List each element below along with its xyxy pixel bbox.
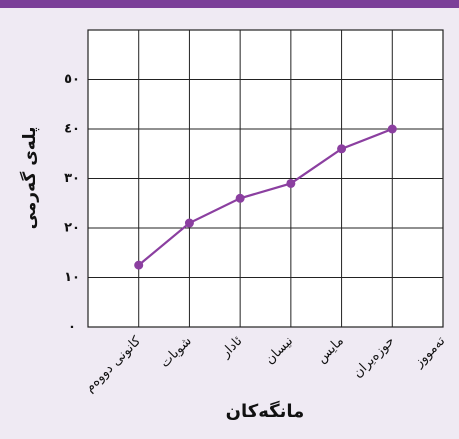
x-tick-label: مایس — [314, 334, 347, 367]
y-tick-label: ١٠ — [64, 270, 80, 285]
x-axis-title: مانگەکان — [226, 400, 305, 422]
point — [286, 178, 296, 188]
point — [134, 260, 144, 270]
y-tick-label: ٣٠ — [64, 171, 80, 186]
x-tick-label: تەمووز — [411, 333, 449, 371]
y-tick-label: ٤٠ — [64, 122, 80, 137]
point — [387, 124, 397, 134]
x-tick-label: نیسان — [262, 334, 296, 368]
x-tick-label: كانونی دووەم — [82, 333, 144, 395]
y-axis-title: پلەی گەرمی — [19, 127, 40, 230]
line — [138, 127, 393, 266]
x-tick-label: شوبات — [158, 334, 195, 371]
point — [235, 193, 245, 203]
top-band — [0, 0, 459, 8]
x-tick-label: ئادار — [218, 334, 246, 362]
x-tick-label: حوزەیران — [350, 334, 397, 381]
y-tick-label: ٥٠ — [64, 72, 80, 87]
point — [184, 218, 194, 228]
y-tick-label: ٢٠ — [64, 221, 80, 236]
point — [337, 144, 347, 154]
y-tick-label: ٠ — [68, 320, 76, 335]
